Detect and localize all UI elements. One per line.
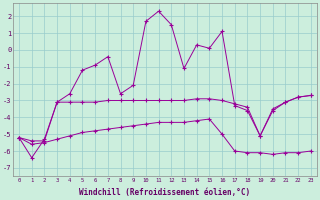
X-axis label: Windchill (Refroidissement éolien,°C): Windchill (Refroidissement éolien,°C) [79, 188, 251, 197]
